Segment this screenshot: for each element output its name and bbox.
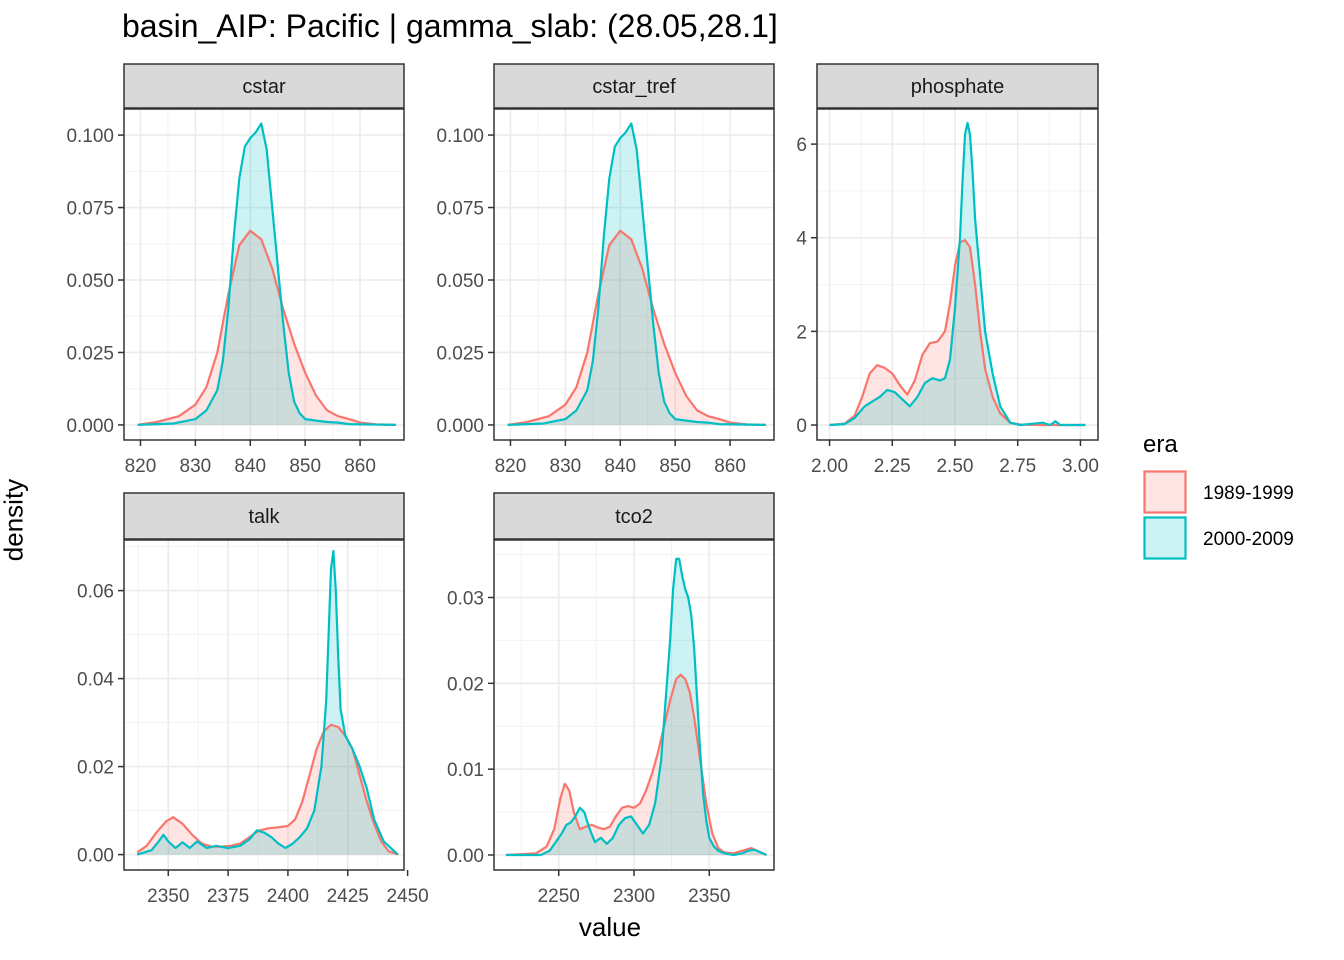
density-area-1989-1999: [507, 230, 766, 425]
y-tick-label: 0.025: [436, 343, 484, 364]
density-line-2000-2009: [506, 557, 767, 857]
x-tick-label: 2.75: [999, 456, 1036, 477]
density-line-2000-2009: [136, 549, 399, 856]
y-tick-label: 0.02: [77, 758, 114, 779]
x-tick-label: 820: [495, 456, 527, 477]
density-area-1989-1999: [829, 240, 1086, 425]
density-area-2000-2009: [137, 551, 398, 855]
x-tick-label: 2425: [327, 886, 369, 907]
y-tick-label: 0.100: [66, 126, 114, 147]
density-area-1989-1999: [137, 230, 396, 425]
x-tick-label: 840: [234, 456, 266, 477]
legend-key-2000-2009: [1143, 516, 1187, 560]
x-tick-label: 830: [550, 456, 582, 477]
x-tick-label: 840: [604, 456, 636, 477]
panel-background: [124, 540, 404, 870]
facet-strip-tco2: [493, 492, 775, 540]
y-tick-label: 2: [796, 322, 807, 343]
density-line-2000-2009: [829, 121, 1086, 427]
facet-strip-talk: [123, 492, 405, 540]
y-tick-label: 4: [796, 229, 807, 250]
legend-key-bg: [1143, 516, 1187, 560]
panel-border: [816, 108, 1099, 441]
y-tick-label: 0.100: [436, 126, 484, 147]
y-tick-label: 0.00: [77, 846, 114, 867]
facet-label-phosphate: phosphate: [911, 76, 1004, 98]
density-line-1989-1999: [507, 229, 766, 426]
density-area-1989-1999: [137, 724, 398, 855]
y-tick-label: 0.025: [66, 343, 114, 364]
y-tick-label: 0.000: [436, 416, 484, 437]
x-tick-label: 2375: [207, 886, 249, 907]
facet-strip-cstar_tref: [493, 63, 775, 109]
panel-background: [124, 109, 404, 440]
y-tick-label: 0.050: [436, 271, 484, 292]
legend-label-2000-2009: 2000-2009: [1203, 529, 1294, 550]
x-tick-label: 850: [289, 456, 321, 477]
x-tick-label: 830: [180, 456, 212, 477]
x-tick-label: 2.00: [811, 456, 848, 477]
y-tick-label: 0.03: [447, 589, 484, 610]
facet-label-talk: talk: [248, 506, 280, 528]
x-tick-label: 820: [125, 456, 157, 477]
facet-label-cstar_tref: cstar_tref: [592, 76, 676, 98]
x-tick-label: 2350: [688, 886, 730, 907]
panel-border: [123, 539, 405, 871]
x-tick-label: 2300: [613, 886, 655, 907]
density-line-1989-1999: [505, 673, 767, 857]
x-tick-label: 2450: [386, 886, 428, 907]
y-tick-label: 0.01: [447, 760, 484, 781]
density-area-2000-2009: [507, 123, 766, 425]
x-tick-label: 2400: [267, 886, 309, 907]
panel-background: [494, 109, 774, 440]
facet-label-cstar: cstar: [242, 76, 286, 98]
x-tick-label: 2.25: [874, 456, 911, 477]
density-line-1989-1999: [829, 239, 1086, 427]
legend-key-1989-1999: [1143, 470, 1187, 514]
y-tick-label: 0.06: [77, 582, 114, 603]
x-tick-label: 2350: [147, 886, 189, 907]
density-line-1989-1999: [136, 723, 399, 856]
x-tick-label: 850: [659, 456, 691, 477]
panel-border: [123, 108, 405, 441]
density-line-2000-2009: [137, 122, 396, 426]
x-axis-label: value: [578, 912, 642, 942]
density-area-2000-2009: [137, 123, 396, 425]
legend-key-bg: [1143, 470, 1187, 514]
facet-label-tco2: tco2: [615, 506, 653, 528]
density-line-1989-1999: [137, 229, 396, 426]
y-tick-label: 0.050: [66, 271, 114, 292]
y-tick-label: 0: [796, 416, 807, 437]
legend-label-1989-1999: 1989-1999: [1203, 483, 1294, 504]
panel-border: [493, 108, 775, 441]
y-tick-label: 0.075: [436, 199, 484, 220]
density-line-2000-2009: [507, 122, 766, 426]
y-tick-label: 6: [796, 135, 807, 156]
x-tick-label: 860: [714, 456, 746, 477]
density-area-1989-1999: [506, 674, 767, 855]
y-tick-label: 0.02: [447, 674, 484, 695]
facet-strip-cstar: [123, 63, 405, 109]
y-axis-label: density: [0, 478, 29, 562]
x-tick-label: 2.50: [936, 456, 973, 477]
x-tick-label: 3.00: [1062, 456, 1099, 477]
x-tick-label: 860: [344, 456, 376, 477]
y-tick-label: 0.000: [66, 416, 114, 437]
facet-strip-phosphate: [816, 63, 1099, 109]
legend-title: era: [1143, 431, 1178, 458]
y-tick-label: 0.075: [66, 199, 114, 220]
chart-title: basin_AIP: Pacific | gamma_slab: (28.05,…: [122, 8, 778, 44]
y-tick-label: 0.00: [447, 846, 484, 867]
y-tick-label: 0.04: [77, 670, 114, 691]
x-tick-label: 2250: [538, 886, 580, 907]
